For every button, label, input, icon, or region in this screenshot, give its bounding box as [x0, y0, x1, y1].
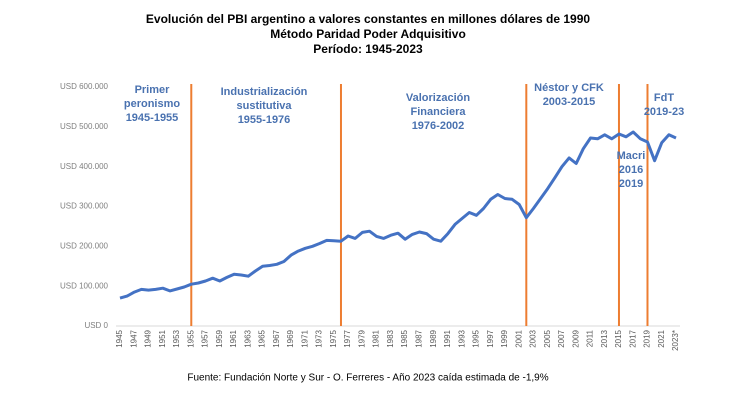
x-tick-label: 1999	[500, 329, 509, 347]
annotation: Valorización	[406, 92, 470, 104]
chart-subtitle: Método Paridad Poder Adquisitivo	[270, 27, 466, 41]
annotation: 2016	[619, 164, 643, 176]
x-tick-label: 2009	[571, 329, 580, 347]
x-tick-label: 1973	[315, 329, 324, 347]
x-tick-label: 2017	[628, 329, 637, 347]
x-tick-label: 1995	[472, 329, 481, 347]
y-tick-label: USD 500.000	[60, 122, 109, 131]
annotation: Industrialización	[221, 86, 308, 98]
x-tick-label: 2019	[643, 329, 652, 347]
y-tick-label: USD 0	[84, 321, 108, 330]
x-tick-label: 1953	[172, 329, 181, 347]
x-tick-label: 1991	[443, 329, 452, 347]
x-tick-label: 2001	[514, 329, 523, 347]
chart-title: Evolución del PBI argentino a valores co…	[146, 12, 590, 26]
x-tick-label: 1993	[457, 329, 466, 347]
annotation: 2003-2015	[543, 96, 596, 108]
y-tick-label: USD 200.000	[60, 241, 109, 250]
x-tick-label: 2013	[600, 329, 609, 347]
x-tick-label: 1945	[115, 329, 124, 347]
x-tick-label: 1987	[414, 329, 423, 347]
annotation: 1955-1976	[238, 114, 291, 126]
x-tick-label: 1979	[357, 329, 366, 347]
y-tick-label: USD 100.000	[60, 281, 109, 290]
x-tick-label: 1961	[229, 329, 238, 347]
x-tick-label: 2015	[614, 329, 623, 347]
source: Fuente: Fundación Norte y Sur - O. Ferre…	[187, 373, 548, 384]
x-tick-label: 1975	[329, 329, 338, 347]
annotation: FdT	[654, 92, 674, 104]
x-tick-label: 1997	[486, 329, 495, 347]
x-tick-label: 1949	[144, 329, 153, 347]
x-tick-label: 2003	[529, 329, 538, 347]
chart-subtitle: Período: 1945-2023	[313, 42, 423, 56]
x-tick-label: 1951	[158, 329, 167, 347]
x-tick-label: 1983	[386, 329, 395, 347]
x-tick-label: 2011	[586, 329, 595, 347]
x-tick-label: 2005	[543, 329, 552, 347]
x-tick-label: 1955	[186, 329, 195, 347]
annotation: Primer	[135, 84, 171, 96]
x-tick-label: 1977	[343, 329, 352, 347]
x-tick-label: 1971	[300, 329, 309, 347]
annotation: 1976-2002	[412, 120, 465, 132]
x-tick-label: 1957	[201, 329, 210, 347]
x-tick-label: 1959	[215, 329, 224, 347]
y-tick-label: USD 300.000	[60, 202, 109, 211]
x-tick-label: 1963	[243, 329, 252, 347]
annotation: sustitutiva	[236, 100, 292, 112]
annotation: peronismo	[124, 98, 181, 110]
x-tick-label: 1981	[372, 329, 381, 347]
annotation: 2019	[619, 178, 643, 190]
x-tick-label: 2023*	[671, 330, 680, 351]
gdp-line	[119, 130, 677, 300]
annotation: Macri	[617, 150, 646, 162]
x-tick-label: 1969	[286, 329, 295, 347]
annotation: 2019-23	[644, 106, 684, 118]
x-tick-label: 2007	[557, 329, 566, 347]
annotation: Néstor y CFK	[534, 82, 604, 94]
annotation: Financiera	[410, 106, 466, 118]
x-tick-label: 1947	[129, 329, 138, 347]
y-tick-label: USD 600.000	[60, 82, 109, 91]
annotation: 1945-1955	[126, 112, 179, 124]
x-tick-label: 1965	[258, 329, 267, 347]
x-tick-label: 2021	[657, 329, 666, 347]
x-tick-label: 1967	[272, 329, 281, 347]
x-tick-label: 1985	[400, 329, 409, 347]
y-tick-label: USD 400.000	[60, 162, 109, 171]
x-tick-label: 1989	[429, 329, 438, 347]
